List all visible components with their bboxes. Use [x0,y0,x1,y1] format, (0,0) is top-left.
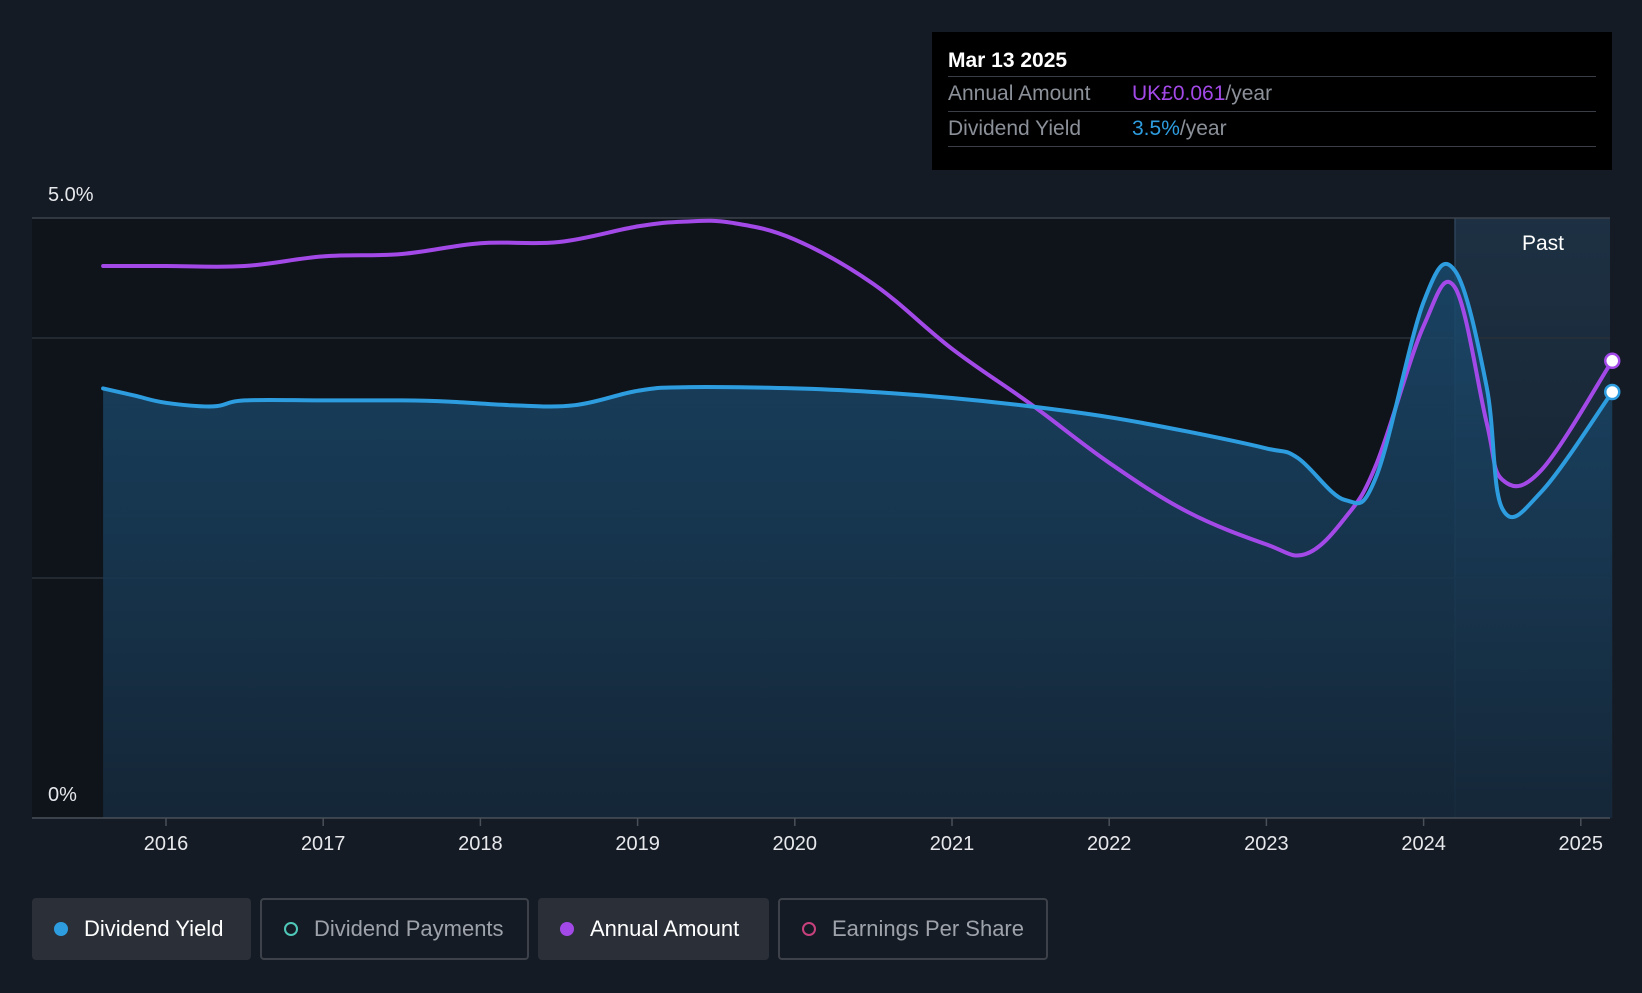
x-tick-label: 2023 [1244,833,1289,855]
past-label: Past [1522,232,1564,255]
tooltip-date: Mar 13 2025 [948,49,1068,72]
tooltip-label: Annual Amount [948,82,1091,105]
tooltip-unit: /year [1225,82,1273,105]
tooltip-label: Dividend Yield [948,117,1082,140]
legend-item-dividend-payments[interactable]: Dividend Payments [260,898,529,960]
y-tick-label-bottom: 0% [48,784,77,806]
dividend-yield-area [103,263,1613,818]
x-tick-label: 2018 [458,833,503,855]
dividend-payments-ring-icon [284,922,298,936]
legend-item-annual-amount[interactable]: Annual Amount [538,898,769,960]
x-tick-label: 2025 [1559,833,1604,855]
annual-amount-dot-icon [560,922,574,936]
legend-item-dividend-yield[interactable]: Dividend Yield [32,898,251,960]
tooltip-row-dividend-yield: Dividend Yield 3.5% /year [948,111,1596,147]
legend-label: Annual Amount [590,916,740,941]
legend: Dividend Yield Dividend Payments Annual … [32,898,1048,960]
legend-label: Dividend Payments [314,916,504,941]
x-axis-ticks: 2016 2017 2018 2019 2020 2021 2022 2023 2024 2025 [144,818,1603,855]
x-tick-label: 2021 [930,833,975,855]
dividend-yield-dot-icon [54,922,68,936]
annual-amount-line [101,218,1615,558]
x-tick-label: 2020 [773,833,818,855]
x-tick-label: 2019 [615,833,660,855]
tooltip-unit: /year [1179,117,1227,140]
earnings-per-share-ring-icon [802,922,816,936]
dividend-yield-endpoint[interactable] [1603,383,1621,401]
y-tick-label-top: 5.0% [48,184,94,206]
dividend-yield-line [101,261,1615,520]
x-tick-label: 2017 [301,833,346,855]
tooltip-row-annual-amount: Annual Amount UK£0.061 /year [948,76,1596,111]
x-tick-label: 2024 [1401,833,1446,855]
tooltip-value: UK£0.061 [1132,82,1226,105]
legend-label: Dividend Yield [84,916,224,941]
legend-label: Earnings Per Share [832,916,1024,941]
x-tick-label: 2016 [144,833,189,855]
annual-amount-endpoint[interactable] [1603,352,1621,370]
legend-item-earnings-per-share[interactable]: Earnings Per Share [778,898,1048,960]
tooltip-value: 3.5% [1132,117,1180,140]
tooltip: Mar 13 2025 Annual Amount UK£0.061 /year… [932,32,1612,170]
x-tick-label: 2022 [1087,833,1132,855]
